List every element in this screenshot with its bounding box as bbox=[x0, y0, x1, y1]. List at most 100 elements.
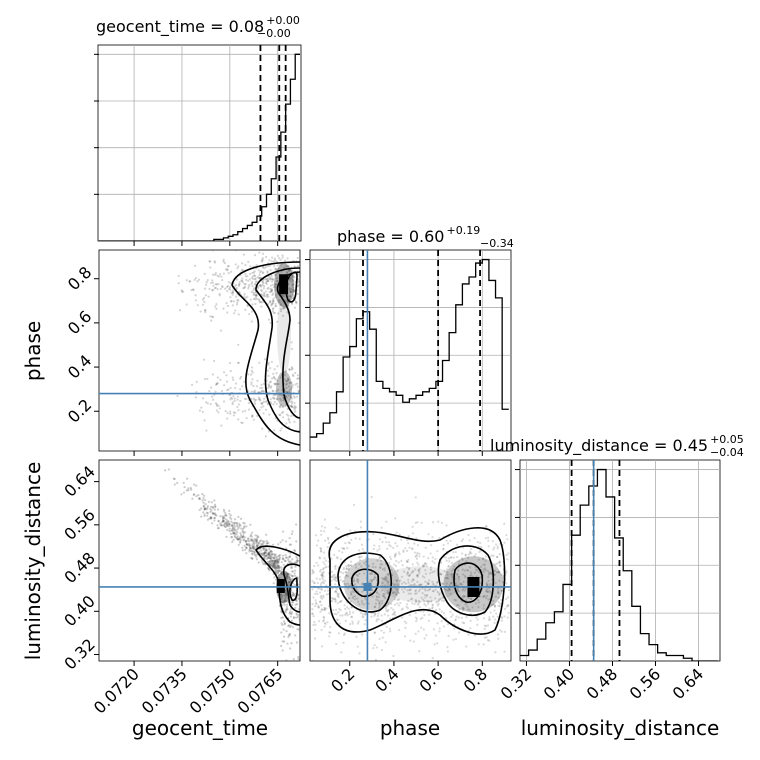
sample-point bbox=[407, 568, 411, 571]
sample-point bbox=[445, 559, 448, 562]
sample-point bbox=[237, 361, 240, 364]
sample-point bbox=[483, 563, 486, 566]
sample-point bbox=[281, 416, 285, 419]
sample-point bbox=[251, 542, 255, 545]
sample-point bbox=[241, 268, 244, 272]
sample-point bbox=[206, 279, 209, 282]
sample-point bbox=[276, 564, 279, 567]
sample-point bbox=[392, 612, 395, 616]
sample-point bbox=[469, 597, 473, 601]
sample-point bbox=[350, 615, 353, 618]
sample-point bbox=[267, 556, 270, 560]
sample-point bbox=[285, 380, 288, 383]
sample-point bbox=[331, 575, 334, 579]
sample-point bbox=[231, 521, 234, 524]
sample-point bbox=[342, 633, 346, 636]
sample-point bbox=[498, 570, 501, 574]
sample-point bbox=[282, 628, 285, 631]
sample-point bbox=[226, 284, 230, 288]
contour-line bbox=[231, 261, 300, 446]
sample-point bbox=[418, 583, 421, 586]
sample-point bbox=[460, 616, 464, 620]
sample-point bbox=[243, 282, 246, 286]
sample-point bbox=[414, 590, 417, 593]
sample-point bbox=[393, 610, 396, 613]
sample-point bbox=[395, 593, 398, 596]
sample-point bbox=[269, 557, 272, 560]
sample-point bbox=[323, 518, 327, 521]
sample-point bbox=[293, 549, 296, 552]
sample-point bbox=[285, 270, 289, 274]
sample-point bbox=[252, 390, 255, 393]
sample-point bbox=[285, 571, 288, 574]
sample-point bbox=[345, 574, 348, 577]
sample-point bbox=[454, 619, 457, 622]
sample-point bbox=[255, 539, 259, 542]
x-tick-label: 0.6 bbox=[416, 664, 447, 695]
sample-point bbox=[273, 560, 276, 564]
sample-point bbox=[488, 618, 491, 621]
sample-point bbox=[218, 407, 221, 410]
sample-point bbox=[507, 588, 510, 592]
sample-point bbox=[434, 557, 437, 561]
sample-point bbox=[414, 521, 417, 525]
sample-point bbox=[423, 600, 426, 603]
y-tick-label: 0.40 bbox=[60, 592, 99, 631]
sample-point bbox=[493, 569, 497, 572]
sample-point bbox=[197, 278, 201, 281]
sample-point bbox=[243, 380, 246, 383]
sample-point bbox=[294, 371, 297, 375]
sample-point bbox=[203, 514, 206, 518]
sample-point bbox=[251, 378, 254, 381]
sample-point bbox=[486, 569, 490, 573]
sample-point bbox=[290, 381, 293, 384]
density-region bbox=[277, 293, 292, 374]
sample-point bbox=[381, 563, 384, 566]
sample-point bbox=[493, 604, 496, 607]
sample-point bbox=[276, 279, 280, 283]
sample-point bbox=[340, 600, 343, 603]
sample-point bbox=[355, 573, 358, 576]
sample-point bbox=[271, 277, 274, 281]
sample-point bbox=[457, 590, 461, 593]
sample-point bbox=[287, 385, 291, 388]
sample-point bbox=[317, 606, 321, 609]
sample-point bbox=[271, 256, 274, 259]
sample-point bbox=[279, 303, 283, 306]
sample-point bbox=[424, 569, 427, 572]
sample-point bbox=[267, 556, 270, 559]
sample-point bbox=[253, 402, 257, 405]
sample-point bbox=[285, 413, 289, 416]
sample-point bbox=[435, 601, 438, 604]
sample-point bbox=[201, 397, 205, 400]
sample-point bbox=[251, 275, 254, 278]
sample-point bbox=[273, 554, 276, 557]
sample-point bbox=[291, 405, 294, 408]
sample-point bbox=[261, 252, 265, 255]
sample-point bbox=[347, 597, 350, 600]
sample-point bbox=[345, 567, 348, 570]
sample-point bbox=[268, 560, 271, 564]
sample-point bbox=[285, 382, 288, 385]
sample-point bbox=[358, 556, 362, 559]
y-tick-label: 0.8 bbox=[64, 263, 95, 294]
sample-point bbox=[276, 571, 279, 575]
sample-point bbox=[320, 597, 323, 600]
sample-point bbox=[270, 280, 274, 283]
sample-point bbox=[289, 610, 292, 613]
sample-point bbox=[225, 380, 229, 383]
sample-point bbox=[415, 537, 418, 540]
sample-point bbox=[461, 609, 464, 612]
sample-point bbox=[290, 404, 293, 408]
sample-point bbox=[273, 257, 276, 260]
sample-point bbox=[349, 600, 352, 603]
sample-point bbox=[284, 559, 287, 563]
sample-point bbox=[461, 538, 465, 541]
sample-point bbox=[222, 516, 225, 520]
sample-point bbox=[272, 582, 275, 585]
sample-point bbox=[360, 543, 364, 546]
sample-point bbox=[250, 290, 253, 294]
sample-point bbox=[256, 544, 259, 547]
sample-point bbox=[375, 591, 379, 595]
sample-point bbox=[270, 289, 273, 292]
